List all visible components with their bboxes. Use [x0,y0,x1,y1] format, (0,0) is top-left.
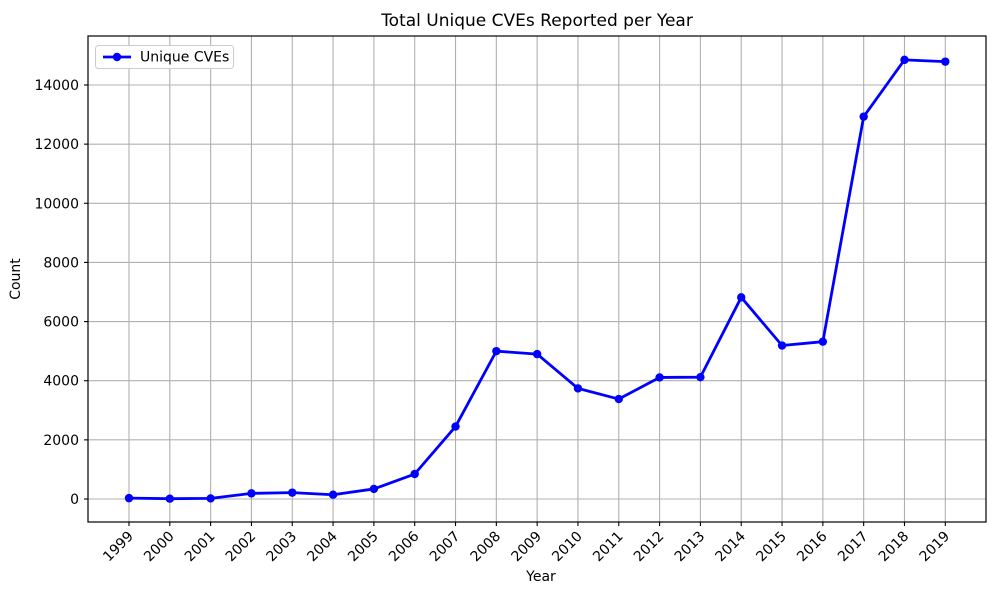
x-tick-label: 2002 [223,529,260,566]
data-point-2018 [900,55,909,65]
x-tick-label: 2010 [549,529,586,566]
data-point-2009 [532,349,542,359]
legend-label: Unique CVEs [140,50,229,66]
data-point-2017 [859,112,868,121]
data-point-2016 [818,337,828,346]
x-tick-label: 2012 [631,529,668,566]
legend: Unique CVEs [95,45,234,69]
x-tick-label: 2008 [468,529,505,566]
data-point-2015 [777,341,787,350]
data-point-2005 [369,484,379,494]
x-tick-label: 2000 [141,529,178,566]
data-point-2010 [573,384,583,393]
y-tick-label: 6000 [43,315,79,331]
data-point-2004 [328,490,338,499]
y-tick-label: 10000 [34,196,79,212]
y-tick-label: 0 [70,492,79,508]
data-point-1999 [124,493,134,503]
legend-marker-circle-icon [112,52,122,62]
data-point-2001 [206,494,215,503]
x-tick-label: 2003 [264,529,301,566]
legend-box [95,45,234,69]
data-point-2014 [737,293,746,302]
series-layer [124,55,950,503]
x-tick-label: 2001 [182,529,219,566]
data-point-2003 [288,488,297,497]
x-tick-label: 2005 [345,529,382,566]
x-tick-label: 2011 [590,529,627,566]
data-point-2012 [655,373,664,382]
x-tick-label: 2009 [508,529,545,566]
data-point-2000 [165,494,175,503]
y-tick-label: 12000 [34,137,79,153]
x-tick-label: 2014 [713,528,750,565]
data-point-2019 [941,57,950,66]
y-tick-label: 2000 [43,433,79,449]
y-tick-label: 8000 [43,255,79,271]
x-tick-label: 2004 [304,528,341,565]
grid-layer [88,36,986,522]
y-tick-label: 14000 [34,78,79,94]
data-point-2008 [492,346,501,356]
data-point-2006 [410,469,419,479]
y-tick-label: 4000 [43,374,79,390]
data-point-2011 [614,394,623,404]
x-tick-label: 1999 [100,529,137,566]
x-tick-label: 2007 [427,529,464,566]
x-tick-label: 2019 [917,529,954,566]
x-tick-label: 2017 [835,529,872,566]
chart-title: Total Unique CVEs Reported per Year [380,11,693,31]
x-tick-label: 2018 [876,529,913,566]
x-tick-label: 2006 [386,528,423,565]
y-axis-label: Count [8,258,24,300]
x-tick-label: 2015 [753,529,790,566]
x-axis-label: Year [525,569,556,585]
x-tick-label: 2013 [672,529,709,566]
x-tick-label: 2016 [794,528,831,565]
data-point-2007 [451,422,460,431]
data-point-2002 [247,489,256,498]
data-point-2013 [696,372,705,382]
